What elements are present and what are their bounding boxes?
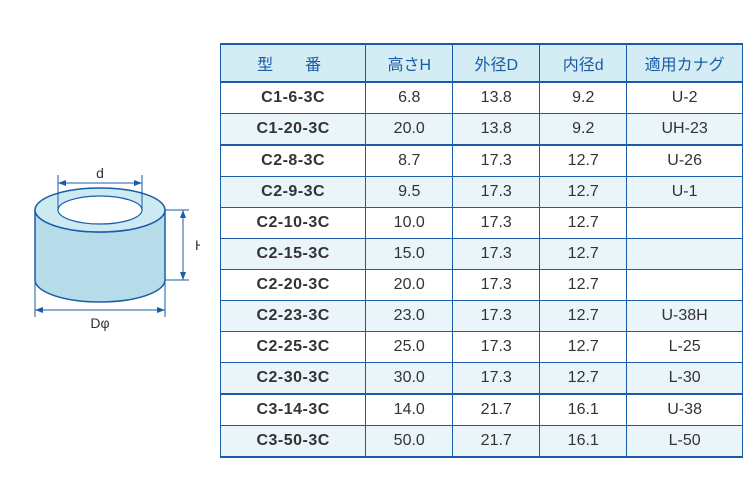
cell-bracket: L-50 <box>627 425 743 457</box>
cell-model: C1-20-3C <box>221 113 366 145</box>
diagram-column: d H Dφ <box>10 145 200 355</box>
col-bracket: 適用カナグ <box>627 44 743 82</box>
table-column: 型 番 高さH 外径D 内径d 適用カナグ C1-6-3C6.813.89.2U… <box>220 43 743 458</box>
cell-outer-d: 21.7 <box>453 394 540 426</box>
cell-inner-d: 12.7 <box>540 207 627 238</box>
cell-height: 6.8 <box>366 82 453 114</box>
cell-bracket: L-25 <box>627 331 743 362</box>
cell-bracket <box>627 238 743 269</box>
svg-text:H: H <box>195 237 200 253</box>
table-body: C1-6-3C6.813.89.2U-2C1-20-3C20.013.89.2U… <box>221 82 743 457</box>
cell-bracket <box>627 207 743 238</box>
svg-text:Dφ: Dφ <box>90 315 109 331</box>
col-outer-d: 外径D <box>453 44 540 82</box>
cell-inner-d: 12.7 <box>540 331 627 362</box>
col-model: 型 番 <box>221 44 366 82</box>
cell-inner-d: 9.2 <box>540 82 627 114</box>
page-container: d H Dφ 型 番 高さH 外径D 内径d 適用カナグ C1-6-3C6.813.… <box>10 43 743 458</box>
cell-inner-d: 9.2 <box>540 113 627 145</box>
cell-height: 20.0 <box>366 269 453 300</box>
cell-inner-d: 12.7 <box>540 176 627 207</box>
cell-inner-d: 16.1 <box>540 394 627 426</box>
cell-height: 14.0 <box>366 394 453 426</box>
cell-bracket: L-30 <box>627 362 743 394</box>
cell-bracket: UH-23 <box>627 113 743 145</box>
cell-model: C1-6-3C <box>221 82 366 114</box>
table-row: C2-23-3C23.017.312.7U-38H <box>221 300 743 331</box>
cell-bracket: U-2 <box>627 82 743 114</box>
table-row: C2-30-3C30.017.312.7L-30 <box>221 362 743 394</box>
cell-outer-d: 17.3 <box>453 207 540 238</box>
cell-height: 20.0 <box>366 113 453 145</box>
table-row: C2-9-3C9.517.312.7U-1 <box>221 176 743 207</box>
cell-bracket: U-26 <box>627 145 743 177</box>
cell-height: 10.0 <box>366 207 453 238</box>
table-row: C1-20-3C20.013.89.2UH-23 <box>221 113 743 145</box>
cell-height: 30.0 <box>366 362 453 394</box>
cell-bracket: U-38H <box>627 300 743 331</box>
cell-inner-d: 12.7 <box>540 362 627 394</box>
cell-height: 8.7 <box>366 145 453 177</box>
cell-outer-d: 17.3 <box>453 176 540 207</box>
cell-outer-d: 17.3 <box>453 145 540 177</box>
cell-outer-d: 17.3 <box>453 362 540 394</box>
cell-model: C2-9-3C <box>221 176 366 207</box>
cell-model: C2-10-3C <box>221 207 366 238</box>
table-row: C2-10-3C10.017.312.7 <box>221 207 743 238</box>
cell-bracket <box>627 269 743 300</box>
table-row: C2-8-3C8.717.312.7U-26 <box>221 145 743 177</box>
cell-bracket: U-38 <box>627 394 743 426</box>
cell-outer-d: 17.3 <box>453 238 540 269</box>
table-row: C2-25-3C25.017.312.7L-25 <box>221 331 743 362</box>
cell-height: 15.0 <box>366 238 453 269</box>
table-row: C3-50-3C50.021.716.1L-50 <box>221 425 743 457</box>
ring-diagram: d H Dφ <box>10 145 200 355</box>
cell-inner-d: 16.1 <box>540 425 627 457</box>
cell-model: C3-50-3C <box>221 425 366 457</box>
cell-outer-d: 13.8 <box>453 113 540 145</box>
cell-outer-d: 17.3 <box>453 331 540 362</box>
table-row: C3-14-3C14.021.716.1U-38 <box>221 394 743 426</box>
table-header-row: 型 番 高さH 外径D 内径d 適用カナグ <box>221 44 743 82</box>
cell-outer-d: 13.8 <box>453 82 540 114</box>
svg-text:d: d <box>96 165 104 181</box>
cell-inner-d: 12.7 <box>540 300 627 331</box>
cell-height: 25.0 <box>366 331 453 362</box>
cell-outer-d: 21.7 <box>453 425 540 457</box>
table-row: C2-20-3C20.017.312.7 <box>221 269 743 300</box>
cell-model: C2-15-3C <box>221 238 366 269</box>
col-height-h: 高さH <box>366 44 453 82</box>
cell-model: C2-25-3C <box>221 331 366 362</box>
cell-model: C2-30-3C <box>221 362 366 394</box>
col-inner-d: 内径d <box>540 44 627 82</box>
cell-height: 23.0 <box>366 300 453 331</box>
cell-model: C2-8-3C <box>221 145 366 177</box>
cell-inner-d: 12.7 <box>540 145 627 177</box>
cell-model: C2-23-3C <box>221 300 366 331</box>
cell-inner-d: 12.7 <box>540 269 627 300</box>
cell-height: 50.0 <box>366 425 453 457</box>
cell-outer-d: 17.3 <box>453 300 540 331</box>
cell-model: C3-14-3C <box>221 394 366 426</box>
spec-table: 型 番 高さH 外径D 内径d 適用カナグ C1-6-3C6.813.89.2U… <box>220 43 743 458</box>
cell-inner-d: 12.7 <box>540 238 627 269</box>
table-row: C2-15-3C15.017.312.7 <box>221 238 743 269</box>
cell-height: 9.5 <box>366 176 453 207</box>
cell-bracket: U-1 <box>627 176 743 207</box>
cell-outer-d: 17.3 <box>453 269 540 300</box>
table-row: C1-6-3C6.813.89.2U-2 <box>221 82 743 114</box>
cell-model: C2-20-3C <box>221 269 366 300</box>
